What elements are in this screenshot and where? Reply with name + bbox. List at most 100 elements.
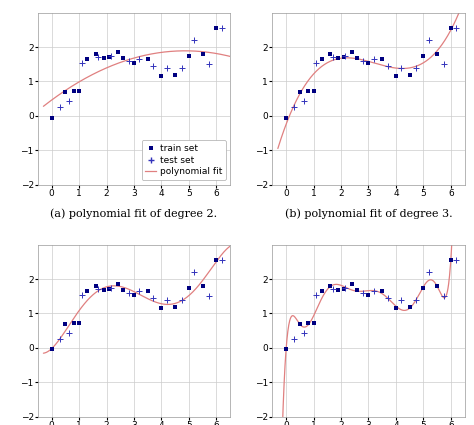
Point [304,88,312,94]
Point [359,57,367,64]
Point [100,55,108,62]
Point [413,297,420,304]
Legend: train set, test set, polynomial fit: train set, test set, polynomial fit [142,140,226,180]
Point [413,65,420,72]
Point [370,288,378,295]
Point [398,64,405,71]
Point [310,320,317,326]
Point [348,49,356,56]
Point [78,291,86,298]
Point [296,320,304,327]
Point [326,283,334,289]
Point [310,88,317,94]
Point [172,303,179,310]
Point [199,283,206,289]
Point [62,320,69,327]
Point [149,62,157,69]
Point [341,52,349,59]
Point [78,59,86,66]
Point [70,88,77,94]
Point [392,73,400,80]
Point [48,346,55,353]
Point [359,289,367,296]
Point [106,285,113,292]
Point [172,71,179,78]
Point [206,61,213,68]
Point [106,53,113,60]
Point [291,104,298,111]
Point [125,289,132,296]
Point [130,59,138,66]
Point [119,287,127,294]
Point [149,295,157,301]
Point [212,25,220,31]
Point [425,269,433,275]
Point [283,346,290,353]
Point [56,104,64,111]
Point [312,59,320,66]
Point [212,257,220,264]
Point [384,62,392,69]
Point [107,52,114,59]
Point [94,54,102,61]
Point [419,284,427,291]
Point [158,305,165,312]
Point [419,52,427,59]
Point [185,52,193,59]
Point [185,284,193,291]
Point [144,56,152,62]
Point [329,54,337,61]
Point [335,286,342,293]
Point [218,25,226,31]
Point [329,286,337,293]
Point [300,330,308,337]
Point [378,288,386,295]
Point [107,284,114,291]
Point [365,291,372,298]
Point [62,88,69,95]
Point [340,285,347,292]
Point [341,284,349,291]
Point [365,59,372,66]
Point [191,269,198,275]
Point [158,73,165,80]
Point [114,49,121,56]
Point [300,98,308,105]
Point [178,297,186,304]
Point [218,257,226,264]
Point [283,114,290,121]
Point [440,61,448,68]
Point [453,257,460,264]
Point [114,281,121,288]
Point [304,320,312,326]
Point [398,296,405,303]
Point [48,114,55,121]
Point [163,64,171,71]
Point [433,51,441,57]
Point [56,336,64,343]
Point [66,330,73,337]
Point [354,287,361,294]
Point [144,288,152,295]
Point [425,37,433,44]
Point [92,51,100,57]
Point [206,293,213,300]
Point [406,71,413,78]
Point [312,291,320,298]
Point [440,293,448,300]
Point [92,283,100,289]
Point [136,288,143,295]
Point [125,57,132,64]
Point [75,320,83,326]
Point [378,56,386,62]
Point [318,288,326,295]
Point [453,25,460,31]
Point [340,53,347,60]
Text: (b) polynomial fit of degree 3.: (b) polynomial fit of degree 3. [284,209,452,219]
Point [384,295,392,301]
Point [70,320,77,326]
Point [354,55,361,62]
Point [291,336,298,343]
Point [326,51,334,57]
Point [130,291,138,298]
